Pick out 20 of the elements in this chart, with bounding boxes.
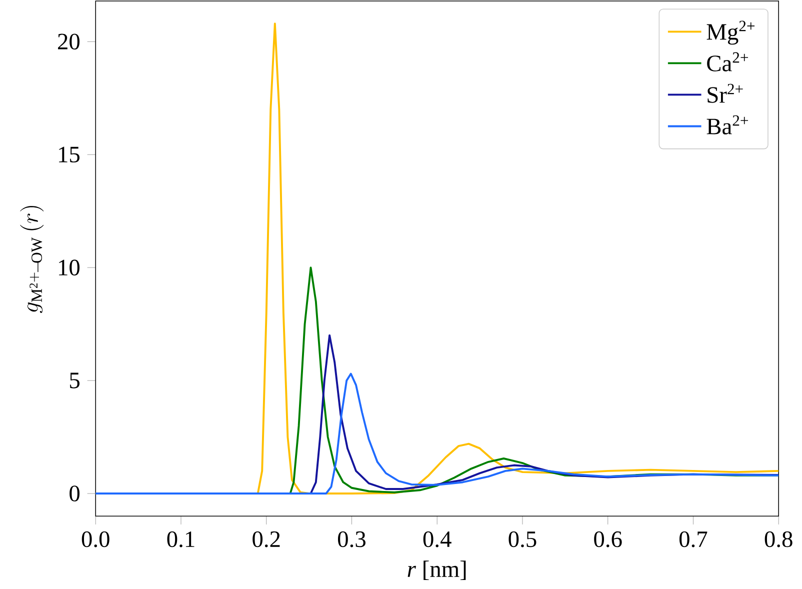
x-tick-label: 0.7 [679, 531, 708, 548]
x-axis-title: r [nm] [408, 560, 466, 580]
y-tick-label: 5 [70, 372, 80, 388]
x-tick-label: 0.2 [252, 531, 280, 548]
x-tick-label: 0.5 [508, 531, 536, 548]
x-tick-label: 0.3 [338, 531, 366, 548]
y-axis-title: $g_{\mathrm{M^{2+}\!-\!OW}}\,(r)$ [20, 206, 44, 313]
x-tick-label: 0.8 [764, 531, 792, 548]
legend-label: Sr$^{2+}$ [708, 84, 743, 103]
y-tick-label: 15 [59, 146, 80, 162]
x-tick-label: 0.4 [423, 531, 452, 548]
legend-label: Mg$^{2+}$ [706, 20, 755, 45]
x-tick-label: 0.1 [167, 531, 194, 548]
y-tick-label: 10 [59, 260, 80, 276]
y-tick-label: 20 [58, 34, 80, 50]
x-tick-label: 0.0 [82, 531, 110, 548]
legend-label: Ca$^{2+}$ [707, 52, 748, 72]
x-tick-label: 0.6 [594, 531, 622, 548]
legend-label: Ba$^{2+}$ [706, 115, 748, 134]
y-tick-label: 0 [70, 485, 80, 502]
